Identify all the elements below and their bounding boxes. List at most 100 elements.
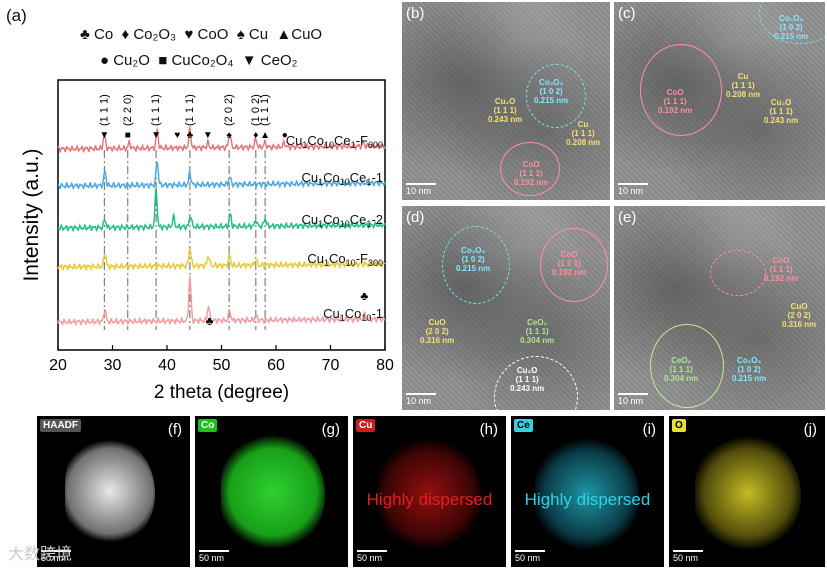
panel-d-label: (d)	[406, 209, 425, 226]
tag-ce: Ce	[514, 419, 533, 432]
peak-symbol-4: ♣	[187, 130, 194, 141]
panel-e-label: (e)	[618, 209, 637, 226]
peak-hkl-0: (1 1 1)	[98, 94, 110, 126]
legend-coo: ♥ CoO	[184, 26, 229, 43]
series-line-4	[57, 276, 386, 327]
legend-co2o3: ♦ Co₂O₃	[121, 26, 177, 43]
panel-a-label: (a)	[6, 6, 27, 25]
scale-bar-h: 50 nm	[357, 550, 387, 563]
y-axis-label: Intensity (a.u.)	[20, 148, 43, 281]
panel-b-label: (b)	[406, 5, 425, 22]
peak-hkl-6: (2 0 2)	[223, 94, 235, 126]
ce-highly-dispersed-label: Highly dispersed	[524, 490, 651, 509]
legend-row-2: ● Cu₂O ■ CuCo₂O₄ ▼ CeO₂	[100, 52, 297, 69]
panel-i-label: (i)	[642, 421, 656, 438]
series-line-3	[57, 248, 386, 272]
annot-cu2o-d: Cu₂O (1 1 1) 0.243 nm	[510, 366, 545, 393]
panel-c-label: (c)	[618, 5, 636, 22]
scale-bar-g: 50 nm	[199, 550, 229, 563]
cu-highly-dispersed-label: Highly dispersed	[366, 490, 493, 509]
annot-coo-c: CoO (1 1 1) 0.192 nm	[658, 88, 693, 115]
legend-cu: ♠ Cu	[236, 26, 269, 43]
extra-mark-1: ♣	[360, 289, 368, 303]
hrtem-panel-c: (c) Co₂O₃ (1 0 2) 0.215 nm CoO (1 1 1) 0.192…	[614, 2, 825, 200]
series-label-4: Cu1Co10-1	[323, 306, 383, 323]
annot-co2o3: Co₂O₃ (1 0 2) 0.215 nm	[534, 78, 569, 105]
legend-ceo2: ▼ CeO₂	[241, 52, 298, 69]
annot-co2o3-d: Co₂O₃ (1 0 2) 0.215 nm	[456, 246, 491, 273]
x-axis-label: 2 theta (degree)	[154, 382, 289, 403]
legend-cu2o: ● Cu₂O	[100, 52, 150, 69]
peak-hkl-4: (1 1 1)	[184, 94, 196, 126]
peak-hkl-2: (1 1 1)	[150, 94, 162, 126]
peak-symbol-6: ♠	[226, 130, 232, 141]
peak-hkl-8: (1 1 1)	[259, 94, 271, 126]
panel-f-label: (f)	[167, 421, 182, 438]
peak-symbol-1: ■	[125, 130, 131, 141]
annot-cuo-d: CuO (2 0 2) 0.316 nm	[420, 318, 455, 345]
scale-bar-f: 50 nm	[41, 550, 71, 563]
annot-coo-d: CoO (1 1 1) 0.192 nm	[552, 250, 587, 277]
peak-symbol-8: ▲	[260, 130, 270, 141]
annot-cu2o-c: Cu₂O (1 1 1) 0.243 nm	[764, 98, 799, 125]
cu-map-panel: Cu (h) Highly dispersed 50 nm	[353, 416, 506, 567]
annot-co2o3-e: Co₂O₃ (1 0 2) 0.215 nm	[732, 356, 767, 383]
annot-ceo2-d: CeO₂ (1 1 1) 0.304 nm	[520, 318, 555, 345]
xrd-panel: (a) ♣ Co ♦ Co₂O₃ ♥ CoO ♠ Cu ▲CuO ● Cu₂O …	[0, 0, 398, 410]
annot-ceo2-e: CeO₂ (1 1 1) 0.304 nm	[664, 356, 699, 383]
annot-cu2o: Cu₂O (1 1 1) 0.243 nm	[488, 97, 523, 124]
annot-cu: Cu (1 1 1) 0.208 nm	[566, 120, 601, 147]
series-line-0	[57, 125, 386, 154]
x-tick-label-4: 60	[267, 357, 285, 374]
series-label-2: Cu1Co10Ce1-2	[302, 212, 383, 229]
hrtem-panel-e: (e) CoO (1 1 1) 0.192 nm CuO (2 0 2) 0.316 n…	[614, 206, 825, 410]
x-tick-label-2: 40	[158, 357, 176, 374]
tag-cu: Cu	[356, 419, 376, 432]
series-line-1	[57, 162, 386, 190]
panel-g-label: (g)	[321, 421, 340, 438]
peak-symbol-7: ♦	[253, 130, 258, 141]
coo-ring-e	[710, 250, 766, 296]
haadf-panel: HAADF (f) 50 nm	[37, 416, 190, 567]
o-map-panel: O (j) 50 nm	[669, 416, 825, 567]
co-map-panel: Co (g) 50 nm	[195, 416, 348, 567]
extra-mark-0: ♣	[206, 314, 214, 328]
scale-bar-e: 10 nm	[618, 393, 648, 406]
series-label-0: Cu1Co10Ce1-F600	[286, 133, 383, 150]
coo-ring	[500, 142, 560, 196]
scale-bar-d: 10 nm	[406, 393, 436, 406]
xrd-chart: Cu1Co10Ce1-F600 Cu1Co10Ce1-1 Cu1Co10Ce1-2 C…	[20, 79, 394, 403]
hrtem-panel-d: (d) Co₂O₃ (1 0 2) 0.215 nm CoO (1 1 1) 0.192…	[402, 206, 610, 410]
annot-co2o3-c: Co₂O₃ (1 0 2) 0.215 nm	[774, 14, 809, 41]
co2o3-ring	[526, 64, 586, 128]
coo-ring-c	[640, 44, 722, 136]
tag-co: Co	[198, 419, 218, 432]
x-tick-label-3: 50	[213, 357, 231, 374]
co2o3-ring-d	[442, 226, 510, 304]
x-tick-label-6: 80	[376, 357, 394, 374]
panel-h-label: (h)	[479, 421, 498, 438]
annot-coo: CoO (1 1 1) 0.192 nm	[514, 160, 549, 187]
ceo2-ring-e	[650, 324, 724, 408]
scale-bar-b: 10 nm	[406, 183, 436, 196]
annot-coo-e: CoO (1 1 1) 0.192 nm	[764, 256, 799, 283]
coo-ring-d	[540, 228, 608, 302]
x-tick-label-0: 20	[49, 357, 67, 374]
peak-symbol-5: ▼	[203, 130, 213, 141]
peak-symbol-2: ▼	[151, 130, 161, 141]
peak-symbol-9: ●	[282, 130, 288, 141]
x-tick-label-5: 70	[322, 357, 340, 374]
series-label-1: Cu1Co10Ce1-1	[302, 170, 383, 187]
tag-o: O	[672, 419, 686, 432]
tag-haadf: HAADF	[40, 419, 81, 432]
legend-cuco2o4: ■ CuCo₂O₄	[158, 52, 234, 69]
legend-co: ♣ Co	[80, 26, 114, 43]
peak-symbol-3: ♥	[174, 130, 180, 141]
x-tick-label-1: 30	[104, 357, 122, 374]
annot-cuo-e: CuO (2 0 2) 0.316 nm	[782, 302, 817, 329]
ce-map-panel: Ce (i) Highly dispersed 50 nm	[511, 416, 664, 567]
series-label-3: Cu1Co10-F300	[307, 251, 383, 268]
legend-row-1: ♣ Co ♦ Co₂O₃ ♥ CoO ♠ Cu ▲CuO	[80, 26, 322, 43]
peak-symbol-0: ▼	[99, 130, 109, 141]
scale-bar-c: 10 nm	[618, 183, 648, 196]
